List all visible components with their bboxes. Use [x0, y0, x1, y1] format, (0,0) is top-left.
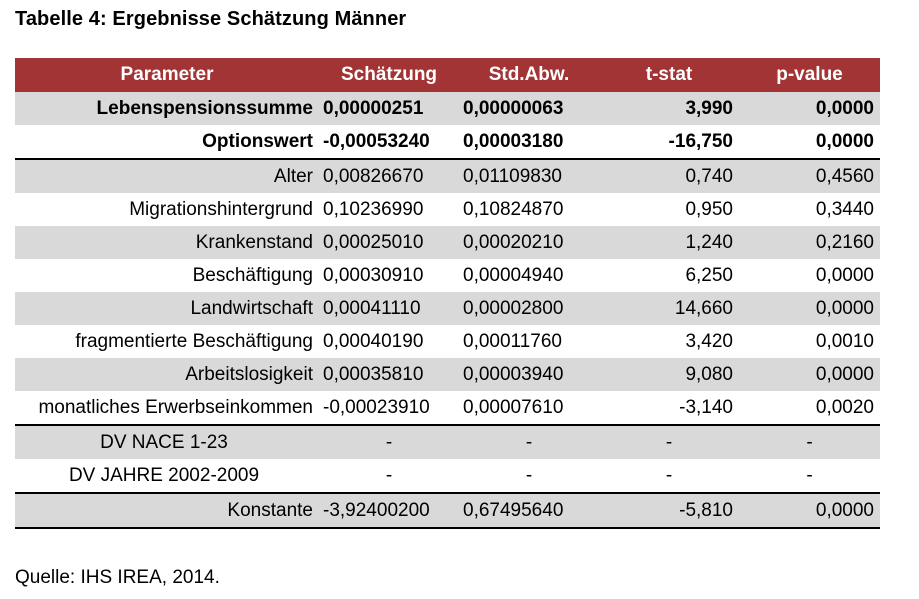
std-dev-cell: 0,00007610	[459, 391, 599, 426]
t-stat-cell: 14,660	[599, 292, 739, 325]
estimate-cell: -	[319, 459, 459, 494]
header-std-dev: Std.Abw.	[459, 58, 599, 92]
std-dev-cell: 0,67495640	[459, 493, 599, 529]
std-dev-cell: 0,10824870	[463, 198, 564, 220]
std-dev-cell: 0,01109830	[459, 159, 599, 193]
estimate-cell: 0,10236990	[323, 198, 424, 220]
header-estimate: Schätzung	[319, 58, 459, 92]
header-parameter: Parameter	[15, 58, 319, 92]
std-dev-cell: 0,00011760	[463, 330, 562, 352]
t-stat-cell: 0,740	[599, 159, 739, 193]
table-row: fragmentierte Beschäftigung 0,00040190 0…	[15, 325, 880, 358]
p-value-cell: 0,4560	[739, 159, 880, 193]
p-value-cell: 0,0010	[815, 330, 874, 352]
t-stat-cell: -	[599, 425, 739, 459]
param-cell: DV JAHRE 2002-2009	[15, 459, 319, 494]
estimate-cell: -0,00053240	[319, 125, 459, 160]
std-dev-cell: -	[459, 459, 599, 494]
table-row: Landwirtschaft 0,00041110 0,00002800 14,…	[15, 292, 880, 325]
p-value-cell: 0,0000	[739, 92, 880, 125]
param-cell: DV NACE 1-23	[15, 425, 319, 459]
param-cell: Lebenspensionssumme	[15, 92, 319, 125]
p-value-cell: 0,2160	[739, 226, 880, 259]
param-cell: Krankenstand	[15, 226, 319, 259]
t-stat-cell: 3,420	[685, 330, 733, 352]
estimate-cell: -0,00023910	[319, 391, 459, 426]
p-value-cell: 0,0000	[739, 292, 880, 325]
header-p-value: p-value	[739, 58, 880, 92]
param-cell: Arbeitslosigkeit	[15, 358, 319, 391]
t-stat-cell: -16,750	[599, 125, 739, 160]
estimate-cell: 0,00041110	[319, 292, 459, 325]
table-title: Tabelle 4: Ergebnisse Schätzung Männer	[15, 8, 407, 30]
t-stat-cell: 6,250	[685, 264, 733, 286]
std-dev-cell: 0,00003940	[459, 358, 599, 391]
p-value-cell: 0,0000	[815, 264, 874, 286]
estimate-cell: 0,00040190	[323, 330, 424, 352]
results-table: Parameter Schätzung Std.Abw. t-stat p-va…	[15, 58, 880, 529]
header-t-stat: t-stat	[599, 58, 739, 92]
table-row: DV NACE 1-23 - - - -	[15, 425, 880, 459]
table-row: DV JAHRE 2002-2009 - - - -	[15, 459, 880, 494]
table-row: Beschäftigung 0,00030910 0,00004940 6,25…	[15, 259, 880, 292]
estimate-cell: 0,00000251	[319, 92, 459, 125]
std-dev-cell: 0,00004940	[463, 264, 564, 286]
table-header-row: Parameter Schätzung Std.Abw. t-stat p-va…	[15, 58, 880, 92]
param-cell: Optionswert	[15, 125, 319, 160]
table-row: Krankenstand 0,00025010 0,00020210 1,240…	[15, 226, 880, 259]
std-dev-cell: 0,00020210	[459, 226, 599, 259]
p-value-cell: 0,0000	[739, 493, 880, 529]
p-value-cell: 0,0000	[739, 125, 880, 160]
param-cell: Landwirtschaft	[15, 292, 319, 325]
table-row: Optionswert -0,00053240 0,00003180 -16,7…	[15, 125, 880, 160]
param-cell: Alter	[15, 159, 319, 193]
t-stat-cell: 9,080	[599, 358, 739, 391]
p-value-cell: 0,0000	[739, 358, 880, 391]
t-stat-cell: 1,240	[599, 226, 739, 259]
estimate-cell: 0,00030910	[323, 264, 424, 286]
estimate-cell: -	[319, 425, 459, 459]
estimate-cell: 0,00035810	[319, 358, 459, 391]
t-stat-cell: -	[599, 459, 739, 494]
t-stat-cell: -3,140	[599, 391, 739, 426]
estimate-cell: 0,00826670	[319, 159, 459, 193]
estimate-cell: 0,00025010	[319, 226, 459, 259]
table-row: Arbeitslosigkeit 0,00035810 0,00003940 9…	[15, 358, 880, 391]
p-value-cell: -	[739, 459, 880, 494]
std-dev-cell: 0,00000063	[459, 92, 599, 125]
p-value-cell: 0,0020	[739, 391, 880, 426]
param-cell: Migrationshintergrund	[129, 198, 313, 220]
std-dev-cell: -	[459, 425, 599, 459]
t-stat-cell: 3,990	[599, 92, 739, 125]
table-row: Konstante -3,92400200 0,67495640 -5,810 …	[15, 493, 880, 529]
table-row: monatliches Erwerbseinkommen -0,00023910…	[15, 391, 880, 426]
param-cell: monatliches Erwerbseinkommen	[15, 391, 319, 426]
param-cell: Beschäftigung	[192, 264, 313, 286]
p-value-cell: -	[739, 425, 880, 459]
std-dev-cell: 0,00002800	[459, 292, 599, 325]
param-cell: Konstante	[15, 493, 319, 529]
t-stat-cell: 0,950	[685, 198, 733, 220]
table-row: Lebenspensionssumme 0,00000251 0,0000006…	[15, 92, 880, 125]
table-row: Migrationshintergrund 0,10236990 0,10824…	[15, 193, 880, 226]
t-stat-cell: -5,810	[599, 493, 739, 529]
estimate-cell: -3,92400200	[319, 493, 459, 529]
std-dev-cell: 0,00003180	[459, 125, 599, 160]
table-row: Alter 0,00826670 0,01109830 0,740 0,4560	[15, 159, 880, 193]
p-value-cell: 0,3440	[815, 198, 874, 220]
source-note: Quelle: IHS IREA, 2014.	[15, 567, 220, 588]
param-cell: fragmentierte Beschäftigung	[75, 330, 313, 352]
